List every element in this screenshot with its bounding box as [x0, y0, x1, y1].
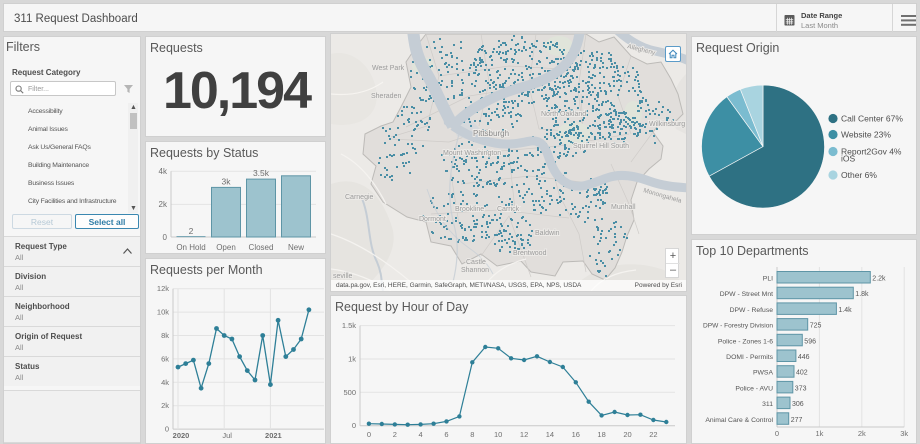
svg-text:Dormont: Dormont [419, 216, 446, 223]
svg-text:725: 725 [810, 323, 822, 330]
svg-text:12k: 12k [157, 284, 169, 293]
svg-text:Munhall: Munhall [611, 204, 636, 211]
svg-text:6k: 6k [161, 354, 169, 363]
svg-text:0: 0 [775, 429, 779, 438]
svg-text:596: 596 [804, 338, 816, 345]
svg-text:2020: 2020 [173, 431, 190, 440]
svg-text:306: 306 [792, 401, 804, 408]
svg-text:2k: 2k [161, 401, 169, 410]
svg-text:2k: 2k [159, 200, 168, 209]
svg-text:16: 16 [572, 430, 580, 439]
svg-text:Shannon: Shannon [461, 267, 489, 274]
svg-text:DOMI - Permits: DOMI - Permits [726, 354, 773, 361]
svg-text:Police - Zones 1-6: Police - Zones 1-6 [718, 338, 773, 345]
svg-text:18: 18 [597, 430, 605, 439]
svg-text:Baldwin: Baldwin [535, 230, 560, 237]
svg-text:Carrick: Carrick [497, 206, 520, 213]
svg-text:1.5k: 1.5k [342, 321, 356, 330]
svg-text:277: 277 [791, 417, 803, 424]
svg-text:New: New [288, 243, 304, 252]
svg-text:1k: 1k [348, 355, 356, 364]
svg-text:2k: 2k [858, 429, 866, 438]
svg-text:Other 6%: Other 6% [841, 170, 877, 180]
svg-text:Carnegie: Carnegie [345, 194, 374, 201]
svg-text:DPW - Street Mnt: DPW - Street Mnt [720, 291, 773, 298]
svg-text:3k: 3k [900, 429, 908, 438]
svg-text:2: 2 [189, 226, 194, 236]
svg-text:10k: 10k [157, 308, 169, 317]
svg-text:14: 14 [546, 430, 554, 439]
svg-text:On Hold: On Hold [176, 243, 205, 252]
svg-text:DPW - Forestry Division: DPW - Forestry Division [703, 323, 773, 330]
svg-text:0: 0 [165, 425, 169, 434]
svg-text:0: 0 [352, 421, 356, 430]
svg-text:Sheraden: Sheraden [371, 93, 401, 100]
svg-text:446: 446 [798, 354, 810, 361]
svg-text:311: 311 [762, 401, 773, 408]
svg-text:3.5k: 3.5k [253, 168, 270, 178]
svg-text:500: 500 [343, 388, 356, 397]
svg-text:Brentwood: Brentwood [513, 250, 547, 257]
svg-text:2: 2 [393, 430, 397, 439]
svg-text:8k: 8k [161, 331, 169, 340]
svg-text:6: 6 [444, 430, 448, 439]
svg-text:4: 4 [419, 430, 423, 439]
svg-text:8: 8 [470, 430, 474, 439]
svg-text:Jul: Jul [222, 431, 232, 440]
svg-text:1.8k: 1.8k [855, 291, 869, 298]
svg-text:373: 373 [795, 385, 807, 392]
svg-text:0: 0 [163, 233, 168, 242]
svg-text:Call Center 67%: Call Center 67% [841, 114, 903, 124]
svg-text:PLI: PLI [763, 276, 773, 283]
svg-text:Mount Washington: Mount Washington [443, 150, 501, 157]
svg-text:North Oakland: North Oakland [541, 111, 586, 118]
svg-text:seville: seville [333, 273, 353, 280]
svg-text:Brookline: Brookline [455, 206, 484, 213]
svg-text:Website 23%: Website 23% [841, 130, 891, 140]
svg-text:20: 20 [623, 430, 631, 439]
svg-text:Animal Care & Control: Animal Care & Control [705, 417, 773, 424]
svg-text:Castle: Castle [466, 259, 486, 266]
svg-text:0: 0 [367, 430, 371, 439]
svg-text:12: 12 [520, 430, 528, 439]
svg-text:2021: 2021 [265, 431, 282, 440]
svg-text:402: 402 [796, 370, 808, 377]
svg-text:Pittsburgh: Pittsburgh [473, 129, 509, 138]
svg-text:2.2k: 2.2k [872, 276, 886, 283]
svg-text:West Park: West Park [372, 65, 405, 72]
svg-text:Squirrel Hill South: Squirrel Hill South [573, 143, 629, 150]
svg-text:Closed: Closed [249, 243, 274, 252]
svg-text:PWSA: PWSA [753, 370, 773, 377]
svg-text:3k: 3k [222, 176, 232, 186]
svg-text:4k: 4k [159, 167, 168, 176]
svg-text:Wilkinsburg: Wilkinsburg [649, 121, 685, 128]
svg-text:4k: 4k [161, 378, 169, 387]
svg-text:Police - AVU: Police - AVU [735, 385, 773, 392]
svg-text:1k: 1k [815, 429, 823, 438]
svg-text:Report2Gov 4%: Report2Gov 4% [841, 147, 902, 157]
svg-text:iOS: iOS [841, 154, 856, 164]
svg-text:1.4k: 1.4k [838, 307, 852, 314]
svg-text:22: 22 [649, 430, 657, 439]
svg-text:Open: Open [216, 243, 236, 252]
svg-text:10: 10 [494, 430, 502, 439]
svg-text:DPW - Refuse: DPW - Refuse [730, 307, 774, 314]
